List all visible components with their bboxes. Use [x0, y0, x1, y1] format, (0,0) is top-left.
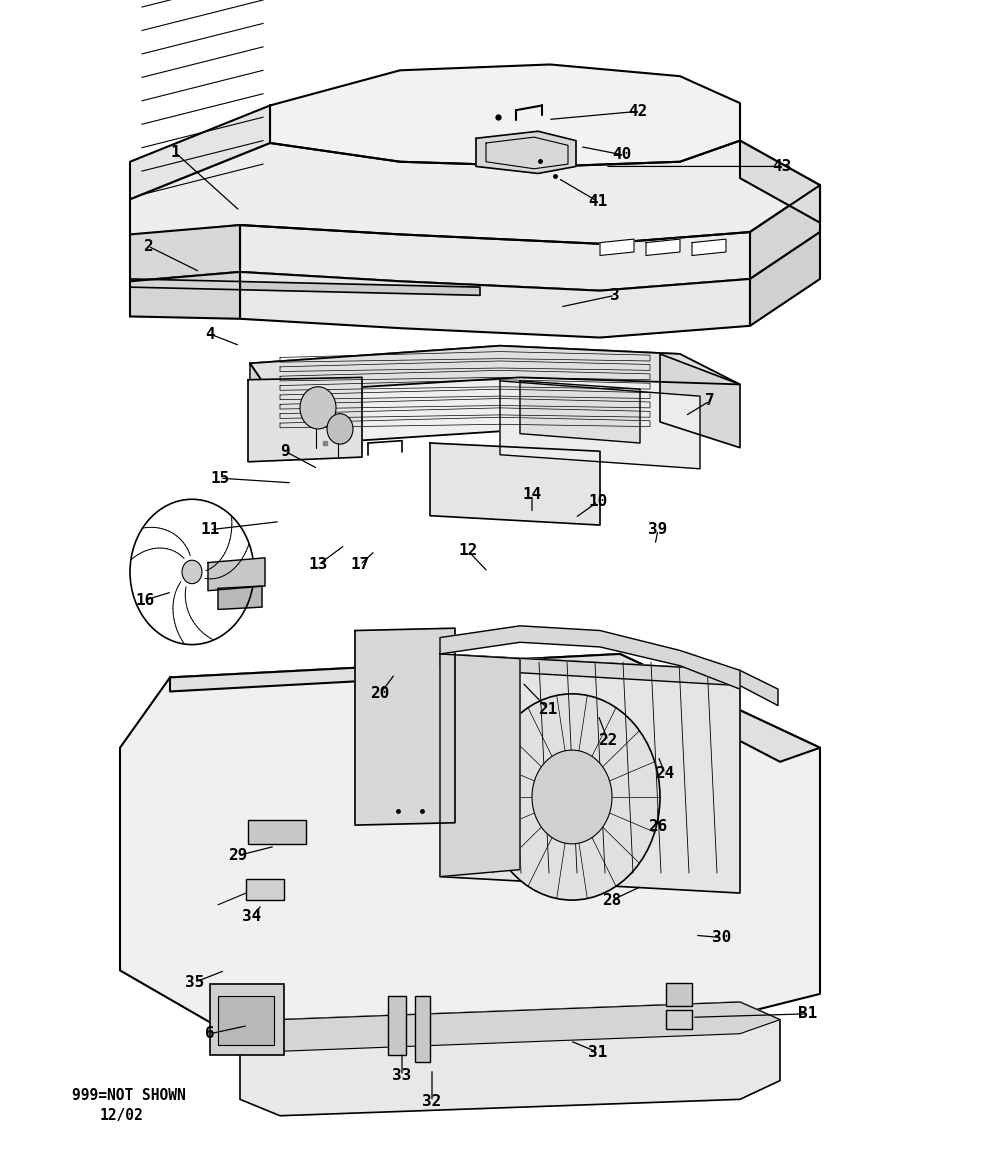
Polygon shape: [600, 239, 634, 255]
Polygon shape: [280, 1002, 780, 1051]
Text: 22: 22: [598, 734, 618, 748]
Polygon shape: [270, 64, 740, 166]
Text: 12: 12: [458, 544, 478, 558]
Polygon shape: [240, 272, 750, 338]
Polygon shape: [130, 225, 240, 281]
Polygon shape: [430, 443, 600, 525]
Text: 35: 35: [185, 975, 205, 989]
Text: 20: 20: [370, 687, 390, 701]
Polygon shape: [170, 654, 820, 762]
Text: 1: 1: [170, 145, 180, 159]
Text: 13: 13: [308, 558, 328, 572]
Bar: [415, 996, 430, 1062]
Bar: [388, 996, 406, 1055]
Polygon shape: [208, 558, 265, 591]
Text: 7: 7: [705, 394, 715, 408]
Text: 31: 31: [588, 1045, 608, 1059]
Text: 4: 4: [205, 327, 215, 341]
Text: 26: 26: [648, 819, 668, 833]
Text: 3: 3: [610, 288, 620, 302]
Circle shape: [300, 387, 336, 429]
Bar: [666, 983, 692, 1006]
Polygon shape: [130, 279, 480, 295]
Polygon shape: [250, 363, 270, 459]
Polygon shape: [248, 377, 362, 462]
Polygon shape: [750, 232, 820, 326]
Polygon shape: [120, 654, 820, 1045]
Text: 30: 30: [712, 931, 732, 945]
Circle shape: [484, 694, 660, 900]
Text: 33: 33: [392, 1069, 412, 1083]
Polygon shape: [740, 141, 820, 223]
Text: 6: 6: [205, 1027, 215, 1041]
Bar: [246, 879, 284, 900]
Text: B1: B1: [798, 1007, 818, 1021]
Text: 14: 14: [522, 488, 542, 502]
Text: 24: 24: [655, 766, 675, 781]
Polygon shape: [250, 346, 740, 393]
Text: 43: 43: [772, 159, 792, 173]
Text: 9: 9: [280, 444, 290, 458]
Text: 41: 41: [588, 195, 608, 209]
Text: 28: 28: [602, 893, 622, 907]
Polygon shape: [440, 654, 520, 877]
Bar: [218, 996, 274, 1045]
Text: 2: 2: [143, 239, 153, 253]
Circle shape: [532, 750, 612, 844]
Text: 999=NOT SHOWN: 999=NOT SHOWN: [72, 1089, 186, 1103]
Text: 29: 29: [228, 849, 248, 863]
Text: 32: 32: [422, 1095, 442, 1109]
Bar: [210, 984, 284, 1055]
Text: 39: 39: [648, 523, 668, 537]
Text: 42: 42: [628, 104, 648, 118]
Polygon shape: [440, 654, 740, 893]
Polygon shape: [646, 239, 680, 255]
Polygon shape: [250, 346, 680, 448]
Polygon shape: [130, 105, 270, 199]
Polygon shape: [520, 381, 640, 443]
Polygon shape: [240, 1002, 780, 1116]
Circle shape: [182, 560, 202, 584]
Polygon shape: [692, 239, 726, 255]
Polygon shape: [440, 626, 740, 689]
Text: 12/02: 12/02: [100, 1109, 144, 1123]
Bar: [248, 820, 306, 844]
Text: 40: 40: [612, 148, 632, 162]
Circle shape: [327, 414, 353, 444]
Polygon shape: [240, 185, 820, 291]
Polygon shape: [750, 185, 820, 279]
Polygon shape: [130, 272, 240, 319]
Text: 34: 34: [242, 909, 262, 924]
Polygon shape: [500, 381, 700, 469]
Text: 11: 11: [200, 523, 220, 537]
Polygon shape: [355, 628, 455, 825]
Polygon shape: [476, 131, 576, 173]
Text: 21: 21: [538, 702, 558, 716]
Bar: [666, 1010, 692, 1029]
Polygon shape: [660, 354, 740, 448]
Text: 16: 16: [135, 593, 155, 607]
Text: 17: 17: [350, 558, 370, 572]
Text: 15: 15: [210, 471, 230, 485]
Polygon shape: [130, 141, 820, 244]
Polygon shape: [440, 654, 778, 706]
Polygon shape: [218, 586, 262, 609]
Text: 10: 10: [588, 495, 608, 509]
